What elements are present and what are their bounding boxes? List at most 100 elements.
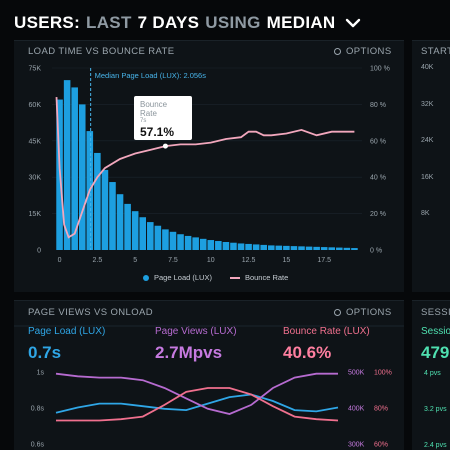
metric-value-page-load: 0.7s	[28, 343, 62, 362]
tooltip-point	[162, 143, 168, 149]
pv-y-tick-right-k: 400K	[348, 406, 365, 413]
legend-item-bounce-rate[interactable]: Bounce Rate	[229, 273, 289, 282]
users-label: USERS:	[14, 13, 81, 32]
using-label: USING	[205, 13, 261, 32]
load-vs-bounce-options-button[interactable]: OPTIONS	[334, 46, 392, 57]
metric-label-bounce-rate[interactable]: Bounce Rate (LUX)	[283, 326, 370, 337]
y-tick-right: 40 %	[370, 175, 386, 182]
page-load-bar	[290, 246, 298, 250]
chevron-down-icon[interactable]	[344, 14, 362, 32]
page-load-bar	[252, 244, 260, 250]
y-tick-left: 30K	[29, 175, 42, 182]
pv-y-tick-right-pct: 60%	[374, 442, 388, 449]
session-row: 3.2 pvs	[424, 406, 447, 413]
bounce-rate-tooltip: Bounce Rate 7s 57.1%	[134, 96, 192, 140]
pageviews-axis-labels: 1s 500K 100% 0.8s 400K 80% 0.6s 300K 60%	[31, 370, 392, 449]
page-load-bar	[78, 104, 86, 251]
pv-y-tick-right-k: 500K	[348, 370, 365, 377]
y-tick-right: 0 %	[370, 248, 382, 255]
start-y-tick: 8K	[421, 210, 430, 217]
start-panel	[412, 40, 450, 292]
page-load-bar	[267, 245, 275, 250]
start-y-tick: 16K	[421, 173, 434, 181]
metric-label-page-load[interactable]: Page Load (LUX)	[28, 326, 106, 337]
tooltip-title: Bounce Rate	[140, 100, 168, 118]
page-load-bar	[192, 237, 199, 250]
gear-icon	[334, 309, 341, 316]
page-load-bar	[275, 245, 283, 250]
pv-y-tick-right-pct: 100%	[374, 370, 392, 377]
session-panel	[412, 300, 450, 450]
pv-y-tick-right-pct: 80%	[374, 406, 388, 413]
page-load-bar	[71, 87, 78, 250]
legend-dash	[229, 276, 240, 279]
pv-y-tick-right-k: 300K	[348, 442, 365, 449]
page-load-bar	[313, 246, 320, 250]
start-y-tick: 40K	[421, 64, 434, 71]
y-tick-right: 60 %	[370, 138, 386, 145]
session-row: 4 pvs	[424, 370, 441, 377]
y-tick-left: 0	[37, 248, 41, 255]
page-load-bar	[147, 222, 154, 250]
page-load-bar	[245, 243, 252, 250]
legend-label-bounce-rate: Bounce Rate	[244, 273, 289, 282]
page-load-bar	[215, 241, 222, 250]
page-load-bar	[230, 242, 237, 250]
page-load-bar	[199, 238, 207, 250]
bounce-rate-line	[55, 97, 355, 239]
page-load-bar	[207, 240, 215, 250]
chart-axis-labels: 75K 100 % 60K 80 % 45K 60 % 30K 40 % 15K 20 % 0 0 %…	[29, 66, 390, 265]
x-tick-label: 2.5	[92, 257, 102, 264]
options-label: OPTIONS	[346, 46, 392, 57]
legend-dot	[143, 274, 149, 281]
page-load-bar	[109, 182, 116, 250]
page-load-bar	[283, 245, 290, 250]
last-label: LAST	[86, 13, 132, 32]
pv-y-tick-left: 1s	[37, 370, 45, 377]
load-vs-bounce-title: LOAD TIME VS BOUNCE RATE	[28, 46, 175, 57]
page-load-bar	[177, 234, 184, 250]
start-y-tick: 32K	[421, 100, 434, 108]
page-load-bar	[260, 244, 267, 250]
page-load-bar	[343, 247, 351, 250]
metric-value-page-views: 2.7Mpvs	[155, 343, 223, 362]
page-load-bar	[162, 229, 169, 250]
x-tick-label: 0	[58, 257, 62, 264]
page-load-bar	[154, 225, 162, 250]
page-load-bar	[131, 211, 139, 250]
y-tick-right: 80 %	[370, 102, 386, 109]
x-tick-label: 15	[282, 257, 290, 264]
y-tick-left: 45K	[29, 138, 42, 145]
metric-value-bounce-rate: 40.6%	[283, 343, 332, 362]
pageviews-options-button[interactable]: OPTIONS	[334, 307, 392, 318]
legend-item-page-load[interactable]: Page Load (LUX)	[143, 273, 212, 282]
page-load-bar	[184, 235, 192, 250]
page-load-bar	[237, 243, 245, 250]
page-load-bar	[328, 247, 336, 250]
x-tick-label: 10	[207, 257, 215, 264]
page-load-bar	[305, 246, 313, 250]
session-row: 2.4 pvs	[424, 442, 447, 449]
median-marker-label: Median Page Load (LUX): 2.056s	[95, 71, 207, 80]
gear-icon	[334, 48, 341, 55]
metric-label-page-views[interactable]: Page Views (LUX)	[155, 326, 237, 337]
pageviews-series-line	[55, 393, 339, 414]
page-load-bar	[94, 152, 101, 250]
median-label: MEDIAN	[266, 13, 336, 32]
pv-y-tick-left: 0.8s	[31, 406, 45, 413]
y-tick-right: 100 %	[370, 66, 390, 73]
x-tick-label: 17.5	[317, 257, 331, 264]
session-panel-title: SESSIO	[421, 307, 450, 318]
session-metric-value: 479	[421, 343, 450, 362]
y-tick-right: 20 %	[370, 211, 386, 218]
page-load-bar	[351, 248, 358, 250]
x-tick-label: 12.5	[242, 257, 256, 264]
options-label: OPTIONS	[346, 307, 392, 318]
page-load-bar	[101, 169, 109, 250]
page-header[interactable]: USERS: LAST 7 DAYS USING MEDIAN	[14, 10, 362, 36]
page-load-bar	[63, 80, 71, 250]
days-label: 7 DAYS	[137, 13, 200, 32]
page-load-bar	[320, 247, 328, 250]
